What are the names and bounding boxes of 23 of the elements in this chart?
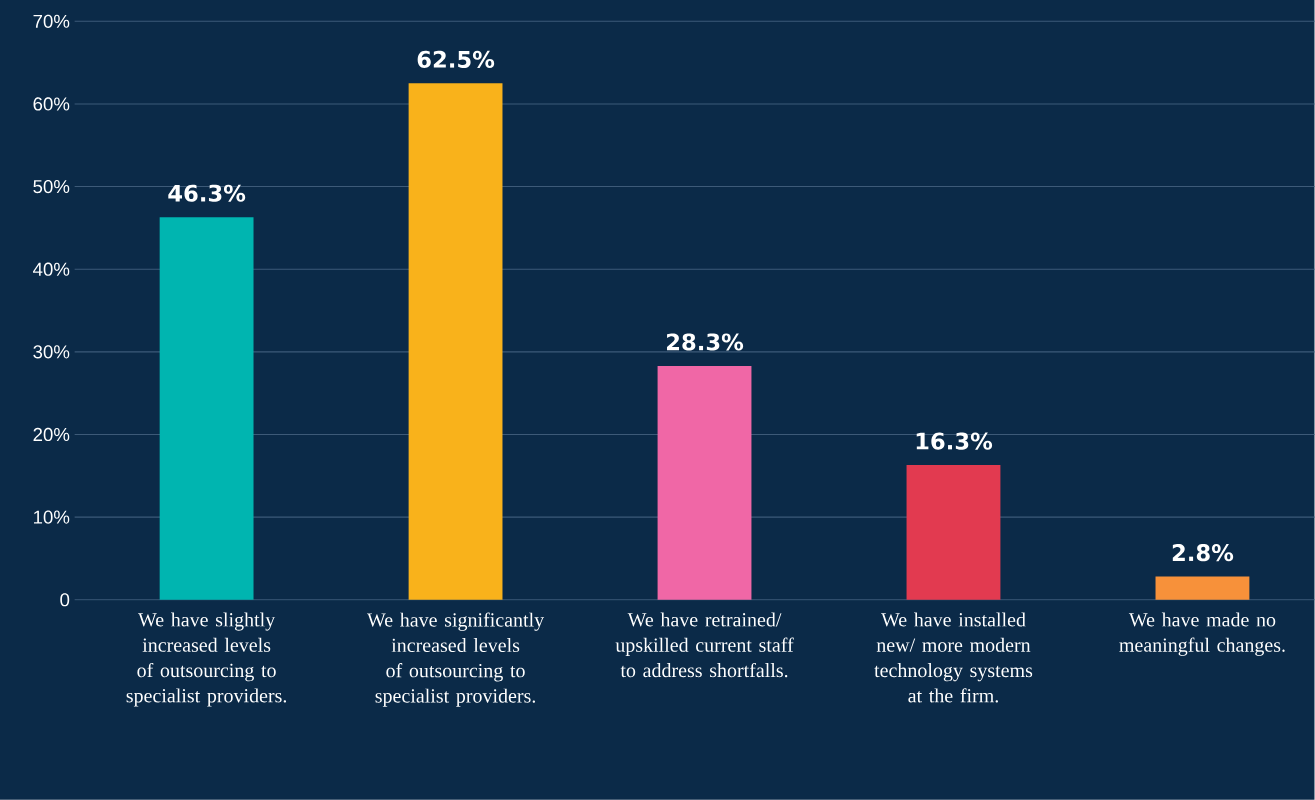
data-label: 46.3% xyxy=(168,184,246,202)
bar xyxy=(657,366,752,600)
data-label: 62.5% xyxy=(417,50,495,69)
x-tick-label: We have made no meaningful changes. xyxy=(1119,612,1285,657)
y-tick-label: 0 xyxy=(60,593,70,607)
bar xyxy=(408,83,503,600)
y-tick-label: 40% xyxy=(33,262,70,276)
data-label: 2.8% xyxy=(1172,544,1234,562)
x-tick-label: We have retrained/ upskilled current staff to address shortfalls. xyxy=(615,612,794,678)
y-tick-label: 10% xyxy=(34,510,70,524)
y-tick-label: 50% xyxy=(33,180,70,194)
y-tick-label: 20% xyxy=(33,428,70,442)
bar xyxy=(159,217,254,600)
bar xyxy=(906,465,1001,600)
y-tick-label: 30% xyxy=(33,345,70,359)
data-label: 16.3% xyxy=(916,432,993,450)
bar xyxy=(1155,576,1250,600)
y-tick-label: 60% xyxy=(33,97,70,111)
x-tick-label: We have slightly increased levels of outsourcing to specialist providers. xyxy=(126,612,287,707)
x-tick-label: We have significantly increased levels of outsourcing to specialist providers. xyxy=(367,612,545,707)
data-label: 28.3% xyxy=(667,333,744,351)
x-tick-label: We have installed new/ more modern technology systems at the firm. xyxy=(874,612,1033,703)
y-tick-label: 70% xyxy=(33,14,70,29)
